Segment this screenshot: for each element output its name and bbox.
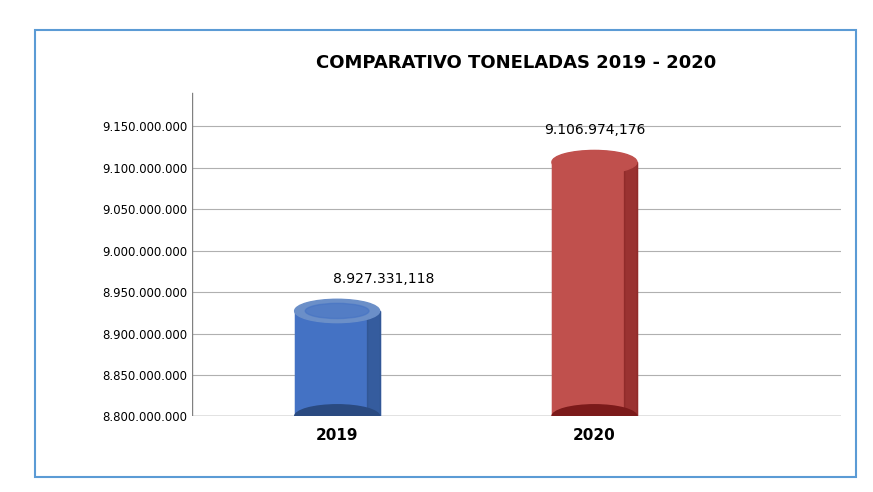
Bar <box>367 311 380 416</box>
Ellipse shape <box>552 151 637 174</box>
Bar <box>624 162 637 416</box>
Text: 8.927.331,118: 8.927.331,118 <box>333 272 434 286</box>
Text: 9.106.974,176: 9.106.974,176 <box>544 123 645 137</box>
Ellipse shape <box>552 405 637 428</box>
Bar <box>294 311 380 416</box>
Ellipse shape <box>294 299 380 323</box>
Ellipse shape <box>306 304 369 318</box>
Bar <box>294 311 307 416</box>
Bar <box>552 162 565 416</box>
Title: COMPARATIVO TONELADAS 2019 - 2020: COMPARATIVO TONELADAS 2019 - 2020 <box>316 54 716 72</box>
Ellipse shape <box>562 154 626 170</box>
Ellipse shape <box>294 405 380 428</box>
Bar <box>552 162 637 416</box>
